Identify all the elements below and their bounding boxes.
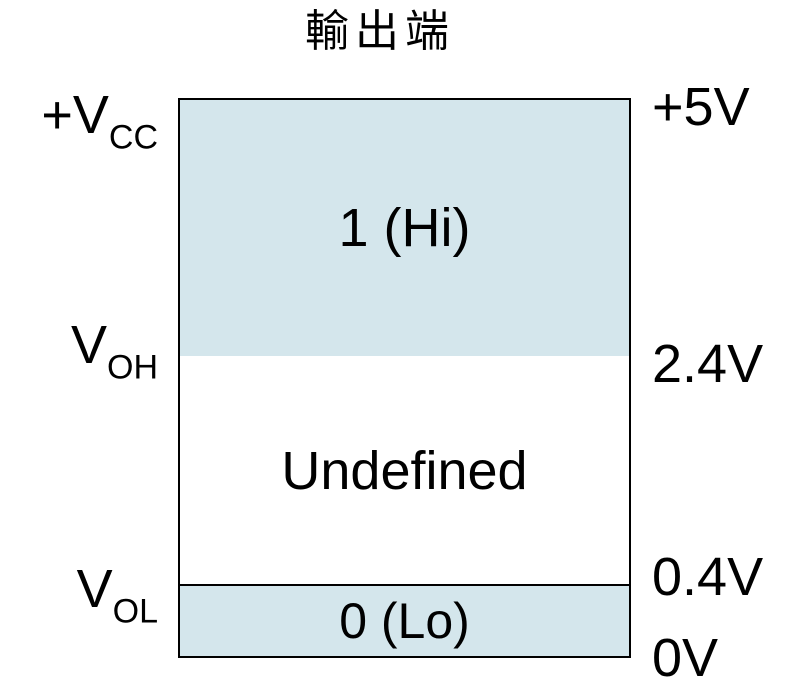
vol-voltage: 0.4V (652, 547, 764, 607)
low-region-label: 0 (Lo) (339, 593, 470, 649)
undefined-region-label: Undefined (281, 441, 528, 501)
vcc-voltage: +5V (652, 77, 750, 137)
vcc-label: +VCC (41, 85, 158, 154)
vol-label-sub: OL (112, 592, 158, 631)
voh-label: VOH (70, 315, 158, 384)
voh-label-sub: OH (107, 348, 158, 387)
voh-voltage: 2.4V (652, 334, 764, 394)
diagram-title: 輸出端 (305, 6, 455, 57)
high-region: 1 (Hi) (178, 98, 631, 358)
high-region-label: 1 (Hi) (338, 198, 471, 258)
vcc-label-main: +V (41, 85, 109, 145)
vol-label-main: V (76, 559, 113, 619)
undefined-region: Undefined (178, 356, 631, 586)
voh-label-main: V (70, 315, 107, 375)
vcc-label-sub: CC (108, 118, 158, 157)
vol-label: VOL (76, 559, 158, 628)
zero-voltage: 0V (652, 628, 719, 688)
low-region: 0 (Lo) (178, 584, 631, 658)
